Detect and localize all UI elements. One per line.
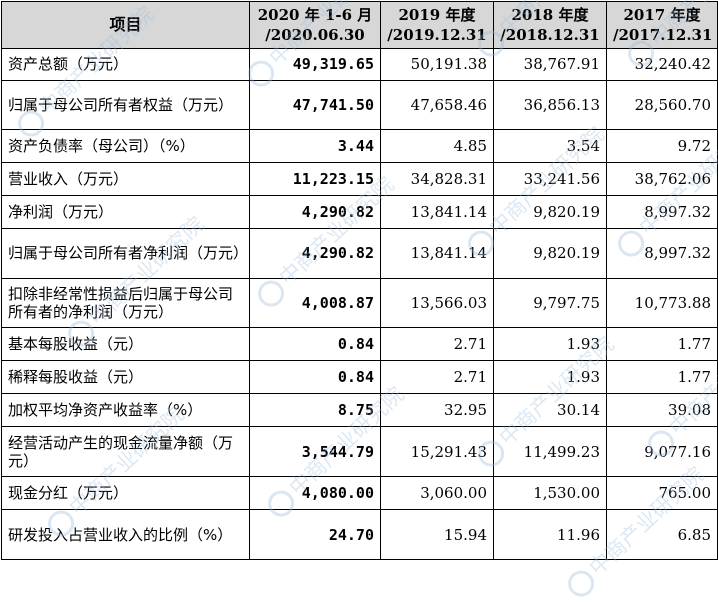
header-2020h1-line2: /2020.06.30 bbox=[265, 26, 365, 44]
row-value: 49,319.65 bbox=[249, 48, 381, 81]
header-2020h1: 2020 年 1-6 月 /2020.06.30 bbox=[249, 1, 381, 49]
row-value: 11.96 bbox=[493, 509, 607, 560]
table-row: 稀释每股收益（元） 0.84 2.71 1.93 1.77 bbox=[1, 360, 718, 394]
table-row: 基本每股收益（元） 0.84 2.71 1.93 1.77 bbox=[1, 327, 718, 362]
row-value: 9,820.19 bbox=[493, 227, 607, 279]
row-value: 3,060.00 bbox=[380, 476, 494, 511]
row-value: 8,997.32 bbox=[606, 227, 718, 279]
row-label: 扣除非经常性损益后归属于母公司所有者的净利润（万元） bbox=[1, 277, 250, 329]
row-label: 现金分红（万元） bbox=[1, 476, 250, 511]
header-2019: 2019 年度 /2019.12.31 bbox=[380, 1, 494, 49]
row-value: 39.08 bbox=[606, 392, 718, 427]
row-value: 32,240.42 bbox=[606, 48, 718, 81]
row-value: 38,762.06 bbox=[606, 162, 718, 197]
row-label: 资产总额（万元） bbox=[1, 48, 250, 81]
row-value: 4,290.82 bbox=[249, 227, 381, 279]
header-2018: 2018 年度 /2018.12.31 bbox=[493, 1, 607, 49]
row-value: 1.77 bbox=[606, 327, 718, 362]
row-label: 归属于母公司所有者净利润（万元） bbox=[1, 227, 250, 279]
row-value: 47,658.46 bbox=[380, 79, 494, 131]
row-value: 13,566.03 bbox=[380, 277, 494, 329]
row-value: 50,191.38 bbox=[380, 48, 494, 81]
row-label: 加权平均净资产收益率（%） bbox=[1, 392, 250, 427]
row-value: 32.95 bbox=[380, 392, 494, 427]
table-row: 归属于母公司所有者权益（万元） 47,741.50 47,658.46 36,856.… bbox=[1, 79, 718, 131]
row-value: 10,773.88 bbox=[606, 277, 718, 329]
table-row: 现金分红（万元） 4,080.00 3,060.00 1,530.00 765.00 bbox=[1, 476, 718, 511]
row-value: 3,544.79 bbox=[249, 425, 381, 478]
header-2019-line1: 2019 年度 bbox=[398, 6, 476, 24]
table-row: 归属于母公司所有者净利润（万元） 4,290.82 13,841.14 9,820.1… bbox=[1, 227, 718, 279]
row-value: 8,997.32 bbox=[606, 195, 718, 229]
row-value: 11,499.23 bbox=[493, 425, 607, 478]
row-value: 9,820.19 bbox=[493, 195, 607, 229]
row-value: 0.84 bbox=[249, 360, 381, 394]
row-value: 1.93 bbox=[493, 360, 607, 394]
row-label: 研发投入占营业收入的比例（%） bbox=[1, 509, 250, 560]
row-value: 4,008.87 bbox=[249, 277, 381, 329]
row-value: 36,856.13 bbox=[493, 79, 607, 131]
table-row: 扣除非经常性损益后归属于母公司所有者的净利润（万元） 4,008.87 13,566… bbox=[1, 277, 718, 329]
header-2019-line2: /2019.12.31 bbox=[387, 26, 487, 44]
row-value: 33,241.56 bbox=[493, 162, 607, 197]
header-2017: 2017 年度 /2017.12.31 bbox=[606, 1, 718, 49]
row-value: 47,741.50 bbox=[249, 79, 381, 131]
row-value: 13,841.14 bbox=[380, 227, 494, 279]
row-label: 基本每股收益（元） bbox=[1, 327, 250, 362]
row-value: 30.14 bbox=[493, 392, 607, 427]
row-value: 3.54 bbox=[493, 129, 607, 164]
header-2018-line1: 2018 年度 bbox=[511, 6, 589, 24]
row-value: 765.00 bbox=[606, 476, 718, 511]
row-value: 4.85 bbox=[380, 129, 494, 164]
row-value: 28,560.70 bbox=[606, 79, 718, 131]
row-value: 3.44 bbox=[249, 129, 381, 164]
row-value: 4,080.00 bbox=[249, 476, 381, 511]
row-value: 2.71 bbox=[380, 360, 494, 394]
table-row: 净利润（万元） 4,290.82 13,841.14 9,820.19 8,997.32 bbox=[1, 195, 718, 229]
row-value: 15.94 bbox=[380, 509, 494, 560]
row-value: 38,767.91 bbox=[493, 48, 607, 81]
header-2017-line2: /2017.12.31 bbox=[613, 26, 713, 44]
row-value: 1.77 bbox=[606, 360, 718, 394]
row-value: 9,797.75 bbox=[493, 277, 607, 329]
row-value: 11,223.15 bbox=[249, 162, 381, 197]
table-row: 营业收入（万元） 11,223.15 34,828.31 33,241.56 38,76… bbox=[1, 162, 718, 197]
header-2017-line1: 2017 年度 bbox=[623, 6, 701, 24]
table-row: 加权平均净资产收益率（%） 8.75 32.95 30.14 39.08 bbox=[1, 392, 718, 427]
row-label: 净利润（万元） bbox=[1, 195, 250, 229]
row-label: 营业收入（万元） bbox=[1, 162, 250, 197]
row-value: 34,828.31 bbox=[380, 162, 494, 197]
row-value: 13,841.14 bbox=[380, 195, 494, 229]
row-value: 4,290.82 bbox=[249, 195, 381, 229]
table-row: 资产负债率（母公司）（%） 3.44 4.85 3.54 9.72 bbox=[1, 129, 718, 164]
table-row: 经营活动产生的现金流量净额（万元） 3,544.79 15,291.43 11,499… bbox=[1, 425, 718, 478]
row-value: 1.93 bbox=[493, 327, 607, 362]
row-label: 稀释每股收益（元） bbox=[1, 360, 250, 394]
table-row: 研发投入占营业收入的比例（%） 24.70 15.94 11.96 6.85 bbox=[1, 509, 718, 560]
header-2020h1-line1: 2020 年 1-6 月 bbox=[257, 6, 373, 24]
row-label: 经营活动产生的现金流量净额（万元） bbox=[1, 425, 250, 478]
financial-summary-table: 项目 2020 年 1-6 月 /2020.06.30 2019 年度 /201… bbox=[1, 1, 718, 560]
row-value: 0.84 bbox=[249, 327, 381, 362]
row-value: 1,530.00 bbox=[493, 476, 607, 511]
row-value: 24.70 bbox=[249, 509, 381, 560]
row-value: 9.72 bbox=[606, 129, 718, 164]
row-value: 9,077.16 bbox=[606, 425, 718, 478]
watermark-logo-icon bbox=[562, 565, 600, 602]
row-value: 8.75 bbox=[249, 392, 381, 427]
row-value: 6.85 bbox=[606, 509, 718, 560]
table-row: 资产总额（万元） 49,319.65 50,191.38 38,767.91 32,24… bbox=[1, 48, 718, 81]
row-label: 归属于母公司所有者权益（万元） bbox=[1, 79, 250, 131]
table-body: 资产总额（万元） 49,319.65 50,191.38 38,767.91 32,24… bbox=[1, 48, 718, 560]
header-2018-line2: /2018.12.31 bbox=[500, 26, 600, 44]
header-item: 项目 bbox=[1, 1, 250, 49]
table-header-row: 项目 2020 年 1-6 月 /2020.06.30 2019 年度 /201… bbox=[1, 1, 718, 49]
row-label: 资产负债率（母公司）（%） bbox=[1, 129, 250, 164]
row-value: 15,291.43 bbox=[380, 425, 494, 478]
header-item-label: 项目 bbox=[109, 15, 142, 34]
row-value: 2.71 bbox=[380, 327, 494, 362]
